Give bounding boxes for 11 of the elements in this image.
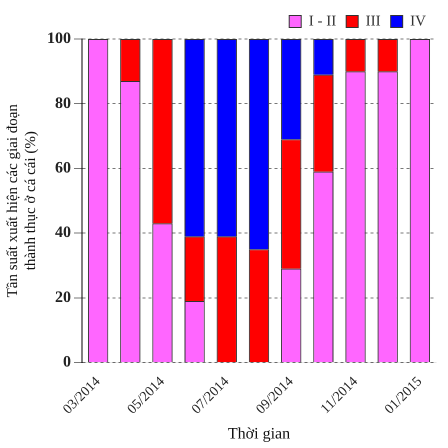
y-tick-label: 100 (47, 30, 71, 48)
legend-label: I - II (308, 13, 336, 30)
legend-label: III (366, 13, 381, 30)
y-axis-title: Tần suất xuất hiện các giai đoạn thành thục ở cá cái (%) (4, 104, 39, 298)
x-axis-title: Thời gian (228, 426, 290, 443)
y-tick-label: 0 (63, 354, 71, 371)
y-tick-label: 80 (55, 94, 71, 112)
y-tick-label: 20 (55, 288, 71, 306)
y-tick-label: 60 (55, 160, 71, 177)
legend-label: IV (410, 13, 426, 30)
y-tick-label: 40 (55, 224, 71, 242)
